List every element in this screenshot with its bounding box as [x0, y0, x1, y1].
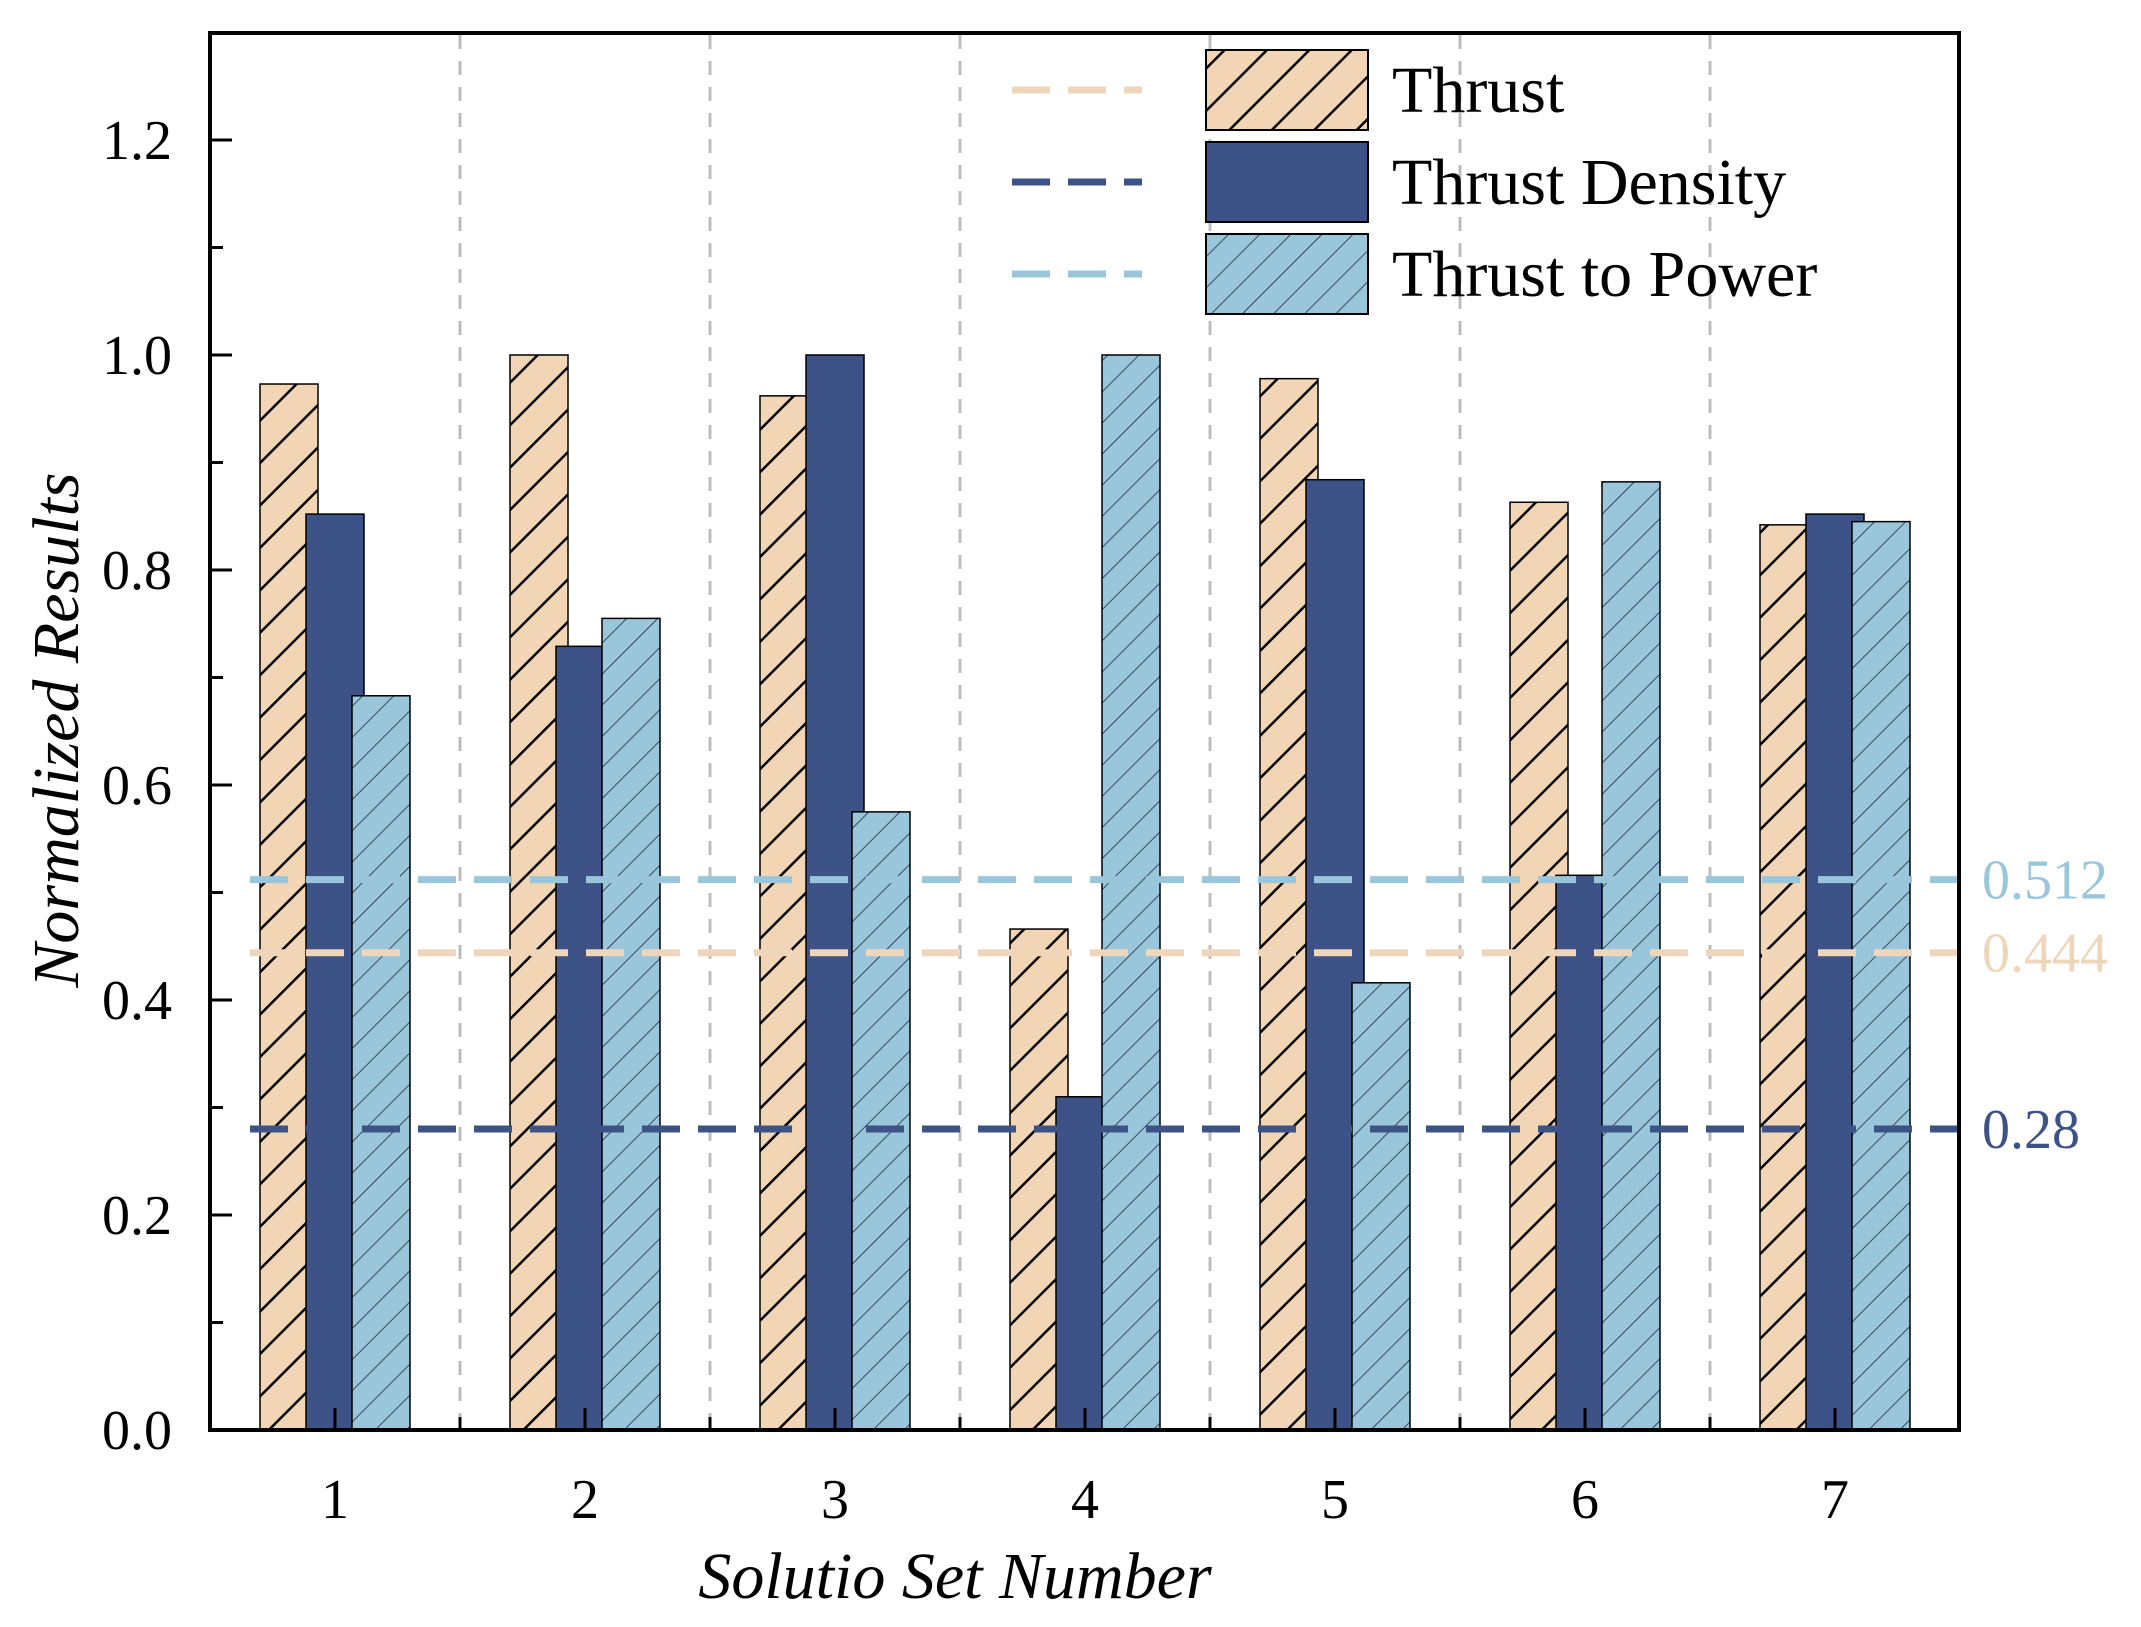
bar-thrust-to-power-5 [1351, 982, 1411, 1431]
bar-thrust-to-power-1 [351, 695, 411, 1431]
bar-thrust-to-power-4 [1101, 354, 1161, 1431]
x-tick-label: 1 [321, 1469, 349, 1531]
legend-label: Thrust to Power [1392, 238, 1817, 311]
x-tick-label: 3 [821, 1469, 849, 1531]
legend-label: Thrust [1392, 54, 1564, 127]
y-tick-label: 1.2 [102, 110, 172, 172]
bars [259, 354, 1911, 1431]
y-tick-label: 0.8 [102, 540, 172, 602]
reference-label: 0.28 [1982, 1099, 2080, 1161]
reference-label: 0.512 [1982, 850, 2108, 912]
y-tick-label: 1.0 [102, 325, 172, 387]
legend-swatch [1205, 141, 1369, 223]
legend-label: Thrust Density [1392, 146, 1786, 219]
x-axis: 1 2 3 4 5 6 7 [321, 1408, 1849, 1531]
y-axis: 0.0 0.2 0.4 0.6 0.8 1.0 1.2 [102, 110, 232, 1462]
x-tick-label: 7 [1821, 1469, 1849, 1531]
x-tick-label: 4 [1071, 1469, 1099, 1531]
reference-lines [250, 876, 1959, 1133]
x-axis-title: Solutio Set Number [698, 1540, 1212, 1613]
x-tick-label: 6 [1571, 1469, 1599, 1531]
legend: Thrust Thrust Density Thrust to Power [1012, 49, 1817, 315]
bar-thrust-to-power-2 [601, 617, 661, 1431]
x-tick-label: 5 [1321, 1469, 1349, 1531]
y-tick-label: 0.0 [102, 1400, 172, 1462]
bar-thrust-to-power-3 [851, 811, 911, 1431]
reference-label: 0.444 [1982, 923, 2108, 985]
y-tick-label: 0.6 [102, 755, 172, 817]
reference-labels: 0.512 0.444 0.28 [1982, 850, 2108, 1161]
bar-thrust-to-power-7 [1851, 520, 1911, 1431]
y-axis-title: Normalized Results [20, 472, 93, 988]
x-tick-label: 2 [571, 1469, 599, 1531]
legend-swatch [1205, 233, 1369, 315]
legend-swatch [1205, 49, 1369, 131]
y-tick-label: 0.2 [102, 1185, 172, 1247]
y-tick-label: 0.4 [102, 970, 172, 1032]
